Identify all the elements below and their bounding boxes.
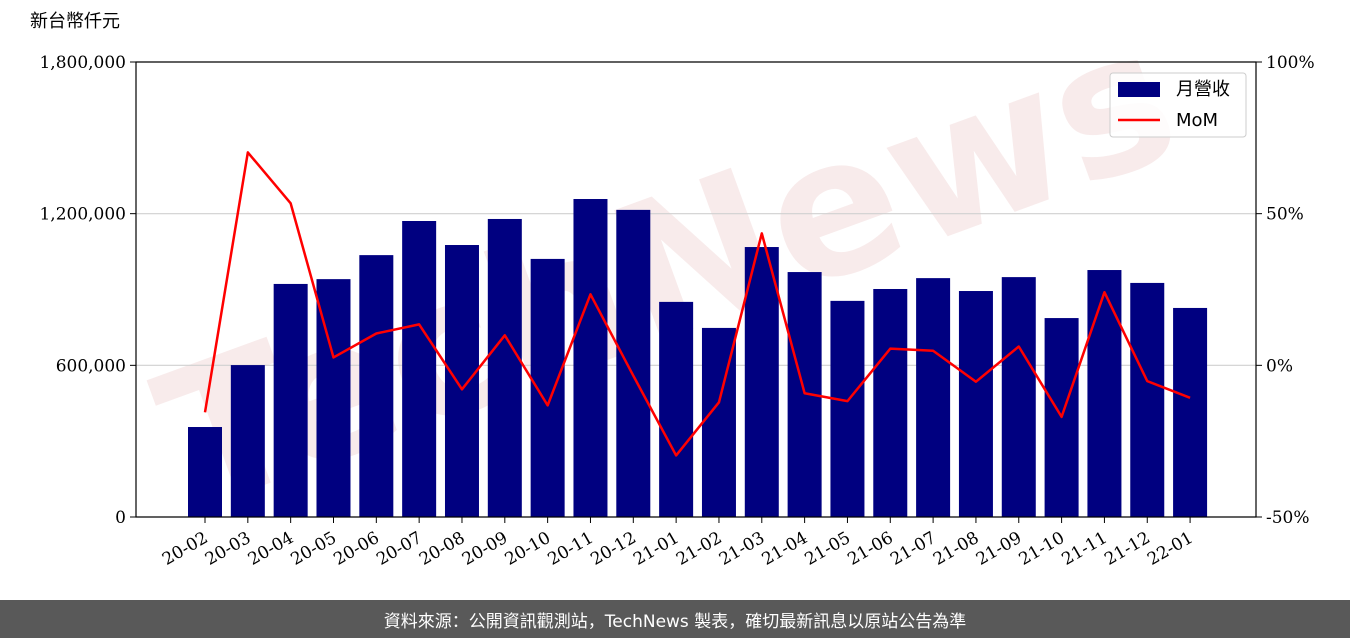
plot-frame [135,61,1257,518]
x-tick-label: 20-06 [330,528,382,570]
line [203,151,1191,457]
footer: 資料來源：公開資訊觀測站，TechNews 製表，確切最新訊息以原站公告為準 [0,600,1350,638]
y2-tick-label: -50% [1266,508,1310,528]
x-tick-label: 20-09 [459,528,511,570]
y-tick-label: 1,800,000 [39,53,126,73]
bar [444,245,479,517]
bar [359,255,394,517]
legend-label: MoM [1176,110,1218,131]
x-tick-label: 20-08 [416,528,468,570]
bar [1087,270,1122,517]
x-tick-label: 21-02 [673,528,725,570]
bar [916,278,951,517]
bar [230,365,265,517]
bar [744,247,779,518]
x-tick-label: 21-09 [973,528,1025,570]
x-tick-label: 22-01 [1144,528,1196,570]
chart: 新台幣仟元 TechNews 0600,0001,200,0001,800,00… [30,0,1315,570]
x-tick-label: 20-12 [587,528,639,570]
bar [487,218,522,517]
x-tick-label: 21-07 [887,528,939,570]
y2-tick-label: 50% [1266,205,1304,225]
y2-tick-label: 100% [1266,53,1315,73]
bar [573,199,608,517]
bar [1001,277,1036,517]
y-tick-label: 600,000 [56,356,126,376]
x-tick-label: 20-05 [288,528,340,570]
x-tick-label: 21-10 [1016,528,1068,570]
x-tick-label: 21-04 [759,528,811,570]
bar [273,283,308,517]
bar [616,209,651,517]
legend-label: 月營收 [1176,79,1230,100]
x-tick-label: 21-08 [930,528,982,570]
bar [830,300,865,517]
y2-tick-label: 0% [1266,356,1293,376]
bar [402,220,437,517]
x-tick-label: 20-07 [373,528,425,570]
x-tick-label: 20-11 [545,528,597,570]
x-tick-label: 21-05 [802,528,854,570]
bar [188,427,222,517]
legend-swatch [1118,82,1160,97]
bar [873,288,908,517]
bar [659,301,694,517]
bar [1130,282,1165,517]
x-tick-label: 20-02 [159,528,211,570]
bar [1173,307,1208,517]
y-tick-label: 1,200,000 [39,205,126,225]
x-tick-label: 21-06 [844,528,896,570]
x-tick-label: 21-03 [716,528,768,570]
bar [958,291,993,517]
x-tick-label: 21-12 [1101,528,1153,570]
y-tick-label: 0 [115,508,126,528]
y-axis-label: 新台幣仟元 [30,11,120,32]
x-tick-label: 21-01 [630,528,682,570]
x-tick-label: 20-10 [502,528,554,570]
x-tick-label: 21-11 [1058,528,1110,570]
